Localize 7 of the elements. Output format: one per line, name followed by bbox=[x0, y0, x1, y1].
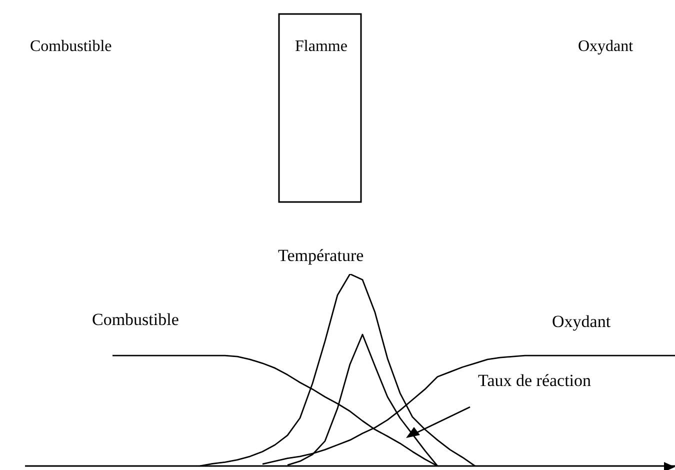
text: Combustible bbox=[30, 38, 112, 56]
series-label: Combustible bbox=[92, 310, 179, 330]
text: Oxydant bbox=[578, 38, 634, 56]
text: Flamme bbox=[295, 38, 348, 56]
text: Taux de réaction bbox=[478, 371, 592, 391]
series-label: Oxydant bbox=[552, 312, 611, 332]
series-label: Température bbox=[278, 246, 364, 266]
